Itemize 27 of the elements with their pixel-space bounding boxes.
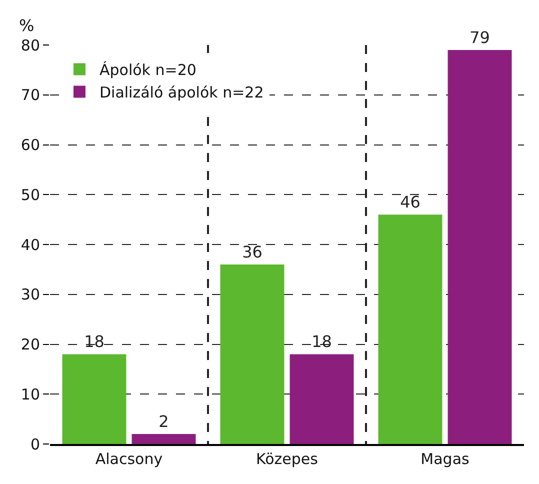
bar [62,354,126,444]
y-axis-title: % [19,16,34,35]
data-label: 79 [470,28,490,47]
data-label: 18 [84,332,104,352]
legend-label: Dializáló ápolók n=22 [99,84,264,102]
y-tick-label: 70 [20,86,40,104]
bar [132,434,196,444]
bar [448,50,512,444]
y-tick-label: 40 [20,236,40,254]
y-tick-label: 0 [30,435,40,454]
data-label: 2 [158,412,169,432]
data-label: 36 [242,242,262,262]
data-label: 18 [312,332,332,352]
y-tick-label: 50 [20,186,40,204]
legend-label: Ápolók n=20 [99,61,196,80]
x-tick-label: Magas [420,450,470,468]
y-tick-label: 80 [20,36,40,54]
y-tick-label: 20 [20,336,40,354]
x-tick-label: Közepes [256,450,318,468]
bar [220,264,284,444]
data-label: 46 [400,192,420,212]
y-tick-label: 30 [20,286,40,304]
y-tick-label: 60 [20,136,40,154]
x-tick-label: Alacsony [95,450,163,468]
bar [290,354,354,444]
bar [378,214,442,444]
y-tick-label: 10 [20,385,40,404]
